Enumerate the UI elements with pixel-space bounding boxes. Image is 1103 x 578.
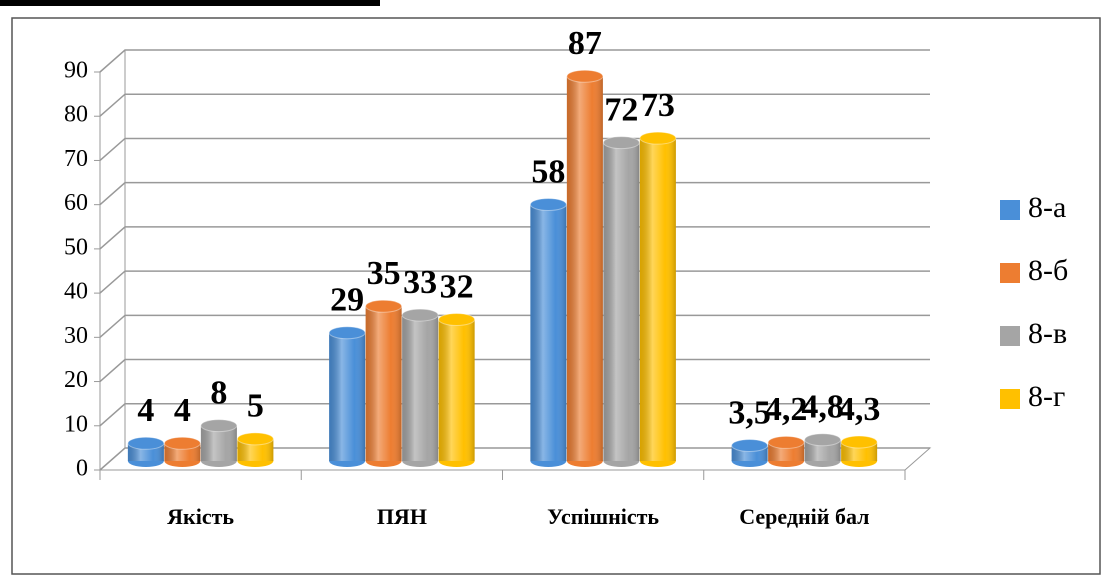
bar-cap [328,326,366,340]
bar-shade [402,315,439,461]
grid-line [99,226,930,250]
bar-cap [566,69,604,83]
bar-cap [639,131,677,145]
data-label: 4 [137,392,154,429]
bar-cap [731,439,769,453]
data-label: 4,8 [801,389,844,426]
bar-cap [127,436,165,450]
x-tick-label: Середній бал [739,504,870,529]
chart-frame [11,17,1101,575]
data-label: 35 [367,255,401,292]
bar-cap [804,433,842,447]
data-label: 4,2 [765,391,808,428]
bar-shade [237,438,274,461]
grid-line [99,270,930,294]
legend-swatch [1000,326,1020,346]
data-label: 4,3 [838,391,881,428]
y-tick-label: 70 [64,146,88,172]
data-label: 4 [174,392,191,429]
y-tick-label: 80 [64,102,88,128]
data-label: 8 [210,374,227,411]
y-tick-label: 50 [64,234,88,260]
legend-label: 8-а [1028,191,1066,224]
data-label: 29 [330,282,364,319]
y-tick-label: 20 [64,367,88,393]
bar-shade [438,319,475,461]
bar-shade [329,332,366,461]
x-tick-label: Успішність [547,504,660,529]
legend-swatch [1000,263,1020,283]
legend-label: 8-б [1028,254,1068,287]
y-tick-label: 90 [64,58,88,84]
bar-cap [529,198,567,212]
data-label: 72 [604,91,638,128]
bar-cap [438,312,476,326]
data-label: 32 [440,268,474,305]
header-fragment [0,0,380,6]
data-label: 87 [568,25,602,62]
bar-shade [365,306,402,461]
data-label: 58 [531,153,565,190]
y-tick-label: 0 [76,456,88,482]
bar-cap [236,432,274,446]
y-tick-label: 60 [64,190,88,216]
bar-cap [401,308,439,322]
legend-label: 8-в [1028,317,1067,350]
legend-swatch [1000,200,1020,220]
legend-swatch [1000,389,1020,409]
bar-shade [566,76,603,462]
data-label: 3,5 [728,394,771,431]
grid-line [99,314,930,338]
bar-cap [200,419,238,433]
bar-shade [639,138,676,461]
bar-cap [365,299,403,313]
bar-cap [602,136,640,150]
bar-cap [840,435,878,449]
bar-shade [603,142,640,461]
bar-cap [767,435,805,449]
y-tick-label: 40 [64,279,88,305]
data-label: 5 [247,388,264,425]
x-tick-label: Якість [167,504,235,529]
y-tick-label: 30 [64,323,88,349]
x-tick-label: ПЯН [376,504,427,529]
grid-line [99,137,930,162]
bar-shade [530,204,567,461]
data-label: 33 [403,264,437,301]
data-label: 73 [641,87,675,124]
bar-cap [163,436,201,450]
grid-line [99,49,930,73]
bar-shade [804,439,841,461]
legend-label: 8-г [1028,380,1065,413]
grid-line [99,181,930,206]
y-tick-label: 10 [64,411,88,437]
grid-line [99,93,930,117]
